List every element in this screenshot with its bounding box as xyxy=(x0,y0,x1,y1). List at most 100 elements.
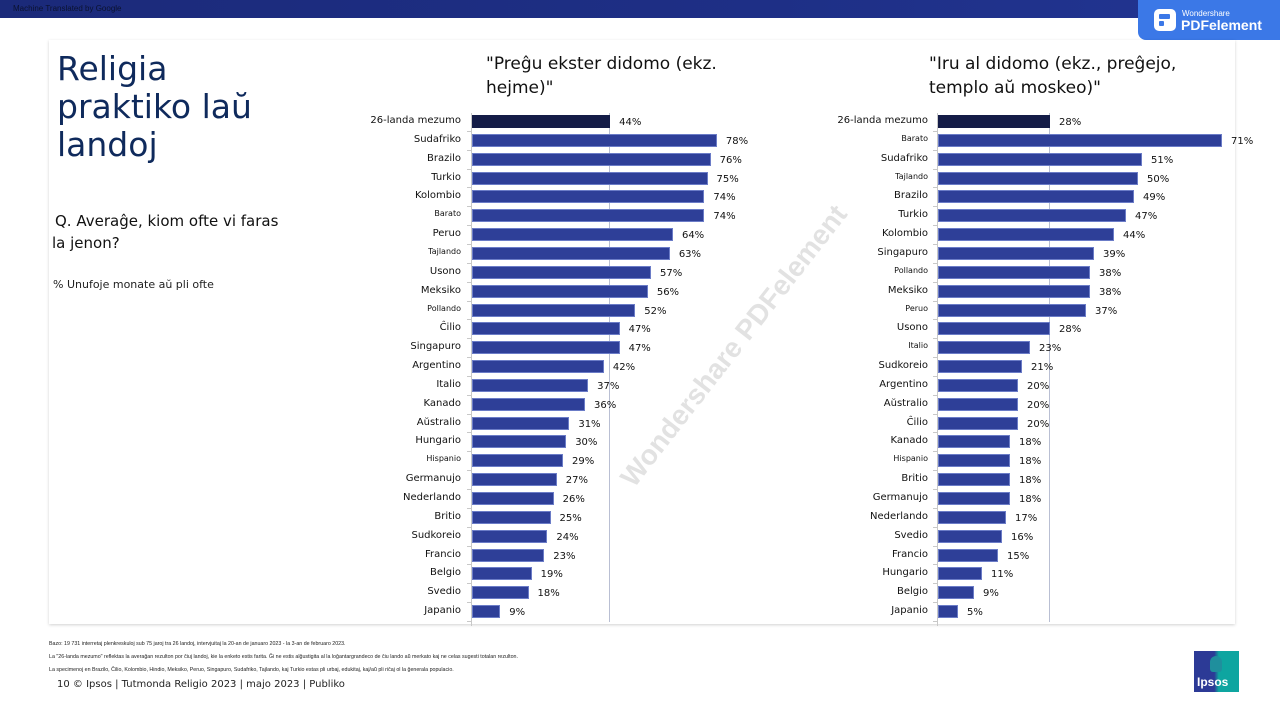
axis-tick xyxy=(467,282,471,283)
category-label: Usono xyxy=(429,266,461,277)
value-label: 20% xyxy=(1027,419,1050,430)
value-label: 9% xyxy=(983,588,999,599)
category-label: Belgio xyxy=(896,586,928,597)
category-label: Svedio xyxy=(427,586,461,597)
value-label: 16% xyxy=(1011,532,1034,543)
bar xyxy=(472,172,708,185)
bar xyxy=(938,190,1134,203)
category-label: Hungario xyxy=(882,567,928,578)
category-label: Svedio xyxy=(894,530,928,541)
axis-tick xyxy=(467,527,471,528)
category-label: Tajlando xyxy=(428,247,461,256)
category-label: Japanio xyxy=(424,605,461,616)
value-label: 20% xyxy=(1027,400,1050,411)
value-label: 25% xyxy=(559,513,582,524)
axis-tick xyxy=(933,150,937,151)
bar xyxy=(938,398,1018,411)
value-label: 31% xyxy=(578,419,601,430)
axis-tick xyxy=(467,451,471,452)
axis-tick xyxy=(933,376,937,377)
category-label: Hungario xyxy=(415,435,461,446)
category-label: Belgio xyxy=(429,567,461,578)
bar xyxy=(938,209,1126,222)
category-label: Francio xyxy=(892,549,928,560)
value-label: 47% xyxy=(628,324,651,335)
axis-tick xyxy=(467,470,471,471)
bar xyxy=(938,492,1010,505)
axis-tick xyxy=(467,169,471,170)
axis-tick xyxy=(933,263,937,264)
bar xyxy=(938,567,982,580)
axis-tick xyxy=(467,621,471,622)
bar xyxy=(472,247,670,260)
axis-tick xyxy=(933,338,937,339)
value-label: 42% xyxy=(612,362,636,373)
axis-tick xyxy=(933,187,937,188)
category-label: Tajlando xyxy=(895,172,928,181)
value-label: 39% xyxy=(1103,249,1126,260)
category-label: Sudkoreio xyxy=(411,530,461,541)
translation-banner: Machine Translated by Google xyxy=(0,0,1280,18)
category-label: Barato xyxy=(901,134,928,143)
value-label: 38% xyxy=(1099,268,1122,279)
average-bar xyxy=(938,115,1050,128)
category-label: Hispanio xyxy=(426,454,461,463)
ipsos-head-icon xyxy=(1210,656,1222,672)
bar xyxy=(938,435,1010,448)
ipsos-logo: Ipsos xyxy=(1194,651,1239,692)
slide-title: Religia praktiko laŭ landoj xyxy=(57,49,252,164)
bar xyxy=(472,454,564,467)
value-label: 50% xyxy=(1147,174,1170,185)
value-label: 30% xyxy=(575,437,598,448)
category-label: Sudafriko xyxy=(413,134,461,145)
axis-tick xyxy=(933,527,937,528)
axis-tick xyxy=(467,150,471,151)
bar xyxy=(472,228,673,241)
axis-tick xyxy=(933,583,937,584)
value-label: 24% xyxy=(556,532,579,543)
category-label: Francio xyxy=(425,549,461,560)
category-label: Britio xyxy=(434,511,461,522)
axis-tick xyxy=(467,357,471,358)
value-label: 23% xyxy=(1039,343,1062,354)
value-label: 28% xyxy=(1059,117,1082,128)
axis-tick xyxy=(933,508,937,509)
bar xyxy=(472,341,620,354)
category-label: Hispanio xyxy=(893,454,928,463)
value-label: 19% xyxy=(540,569,563,580)
category-axis xyxy=(937,113,938,626)
slide-footer: 10 © Ipsos | Tutmonda Religio 2023 | maj… xyxy=(57,679,345,690)
value-label: 11% xyxy=(991,569,1014,580)
bar xyxy=(938,266,1090,279)
value-label: 44% xyxy=(619,117,642,128)
value-label: 56% xyxy=(656,287,680,298)
value-label: 49% xyxy=(1143,192,1166,203)
axis-tick xyxy=(933,244,937,245)
value-label: 27% xyxy=(565,475,588,486)
bar xyxy=(472,567,532,580)
axis-tick xyxy=(467,187,471,188)
axis-tick xyxy=(467,432,471,433)
category-label: Kanado xyxy=(423,398,461,409)
axis-tick xyxy=(933,169,937,170)
axis-tick xyxy=(467,225,471,226)
value-label: 57% xyxy=(659,268,683,279)
bar xyxy=(472,304,636,317)
average-reference-line xyxy=(1049,113,1050,622)
axis-tick xyxy=(467,131,471,132)
category-label: Kolombio xyxy=(881,228,928,239)
category-label: Kanado xyxy=(890,435,928,446)
chart-2-title: "Iru al didomo (ekz., preĝejo, templo aŭ… xyxy=(929,54,1177,98)
ipsos-logo-text: Ipsos xyxy=(1197,675,1229,689)
bar xyxy=(938,473,1010,486)
category-label: Usono xyxy=(896,322,928,333)
category-label: Meksiko xyxy=(420,285,461,296)
axis-tick xyxy=(467,508,471,509)
survey-question-line1: Q. Averaĝe, kiom ofte vi faras xyxy=(55,212,279,230)
value-label: 38% xyxy=(1099,287,1122,298)
pdfelement-badge[interactable]: Wondershare PDFelement xyxy=(1138,0,1280,40)
category-label: Turkio xyxy=(431,172,461,183)
bar xyxy=(472,190,705,203)
bar xyxy=(938,586,974,599)
axis-tick xyxy=(933,432,937,433)
